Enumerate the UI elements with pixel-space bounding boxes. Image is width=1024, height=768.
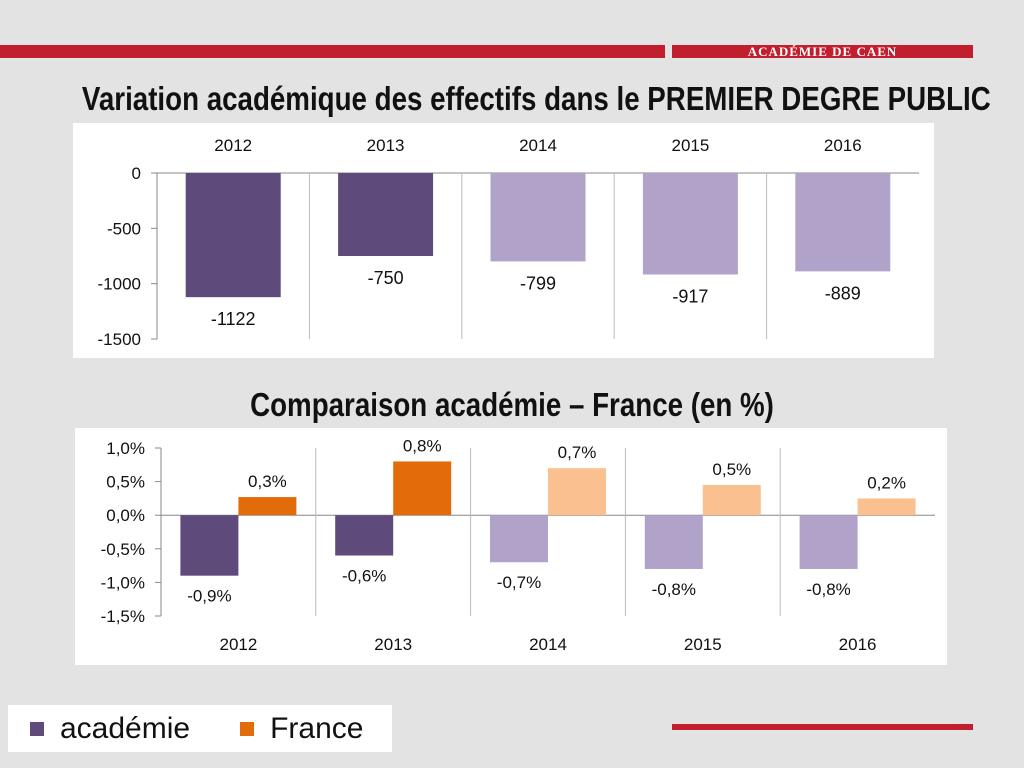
bar-academie xyxy=(490,515,548,563)
data-label: -799 xyxy=(520,273,556,293)
data-label-france: 0,3% xyxy=(248,472,287,491)
bar-france xyxy=(238,497,297,516)
y-tick-label: 0,0% xyxy=(106,506,145,525)
x-tick-label: 2015 xyxy=(671,136,709,155)
data-label-academie: -0,8% xyxy=(652,580,696,599)
chart-2-title: Comparaison académie – France (en %) xyxy=(250,386,774,423)
legend-item-academie: académie xyxy=(30,712,190,746)
data-label: -750 xyxy=(368,268,404,288)
legend-swatch-academie xyxy=(30,721,44,736)
y-tick-label: 0,5% xyxy=(106,473,145,492)
bar-academie xyxy=(180,515,239,576)
data-label-academie: -0,8% xyxy=(806,580,850,599)
bar xyxy=(795,173,891,272)
bar-academie xyxy=(799,515,858,569)
x-tick-label: 2016 xyxy=(824,136,862,155)
legend-label-academie: académie xyxy=(60,711,191,745)
data-label-academie: -0,6% xyxy=(342,567,386,586)
y-tick-label: 0 xyxy=(132,164,141,183)
x-tick-label: 2015 xyxy=(684,635,722,654)
bar-france xyxy=(702,484,761,516)
x-tick-label: 2013 xyxy=(367,136,405,155)
data-label-france: 0,5% xyxy=(712,460,751,479)
chart-1-svg: 0 -500 -1000 -1500 2012 -1122 2013 -750 2014 -799… xyxy=(98,136,919,349)
bar-france xyxy=(548,468,606,516)
bar-france xyxy=(857,498,916,516)
y-tick-label: -500 xyxy=(107,219,141,238)
legend-swatch-france xyxy=(240,721,255,736)
legend-label-france: France xyxy=(270,711,364,745)
y-tick-label: -1,5% xyxy=(101,607,145,626)
y-tick-label: -1,0% xyxy=(101,573,145,592)
x-tick-label: 2012 xyxy=(219,635,257,654)
bar-academie xyxy=(644,515,703,569)
header-bar-left xyxy=(0,45,665,58)
legend: académie France xyxy=(8,705,392,752)
x-tick-label: 2013 xyxy=(374,635,412,654)
data-label-academie: -0,9% xyxy=(187,587,231,606)
bar xyxy=(642,173,738,275)
y-tick-label: 1,0% xyxy=(106,439,145,458)
data-label-academie: -0,7% xyxy=(497,573,541,592)
x-tick-label: 2014 xyxy=(519,136,557,155)
bar-france xyxy=(393,461,452,516)
chart-2-svg: 1,0% 0,5% 0,0% -0,5% -1,0% -1,5% 2012 2013 2014 2… xyxy=(101,436,935,654)
brand-logo: ACADÉMIE DE CAEN xyxy=(747,44,898,59)
y-tick-label: -0,5% xyxy=(101,540,145,559)
x-tick-label: 2016 xyxy=(839,635,877,654)
y-tick-label: -1500 xyxy=(98,330,141,349)
data-label: -917 xyxy=(672,286,708,306)
data-label: -889 xyxy=(825,283,861,303)
chart-2-panel: 1,0% 0,5% 0,0% -0,5% -1,0% -1,5% 2012 2013 2014 2… xyxy=(75,428,947,665)
bar xyxy=(185,173,281,298)
chart-1-title: Variation académique des effectifs dans … xyxy=(81,80,991,117)
data-label: -1122 xyxy=(211,309,256,329)
bar xyxy=(338,173,434,256)
legend-item-france: France xyxy=(240,712,363,746)
x-tick-label: 2014 xyxy=(529,635,567,654)
chart-1-panel: 0 -500 -1000 -1500 2012 -1122 2013 -750 2014 -799… xyxy=(73,123,934,358)
data-label-france: 0,8% xyxy=(403,436,442,455)
footer-bar xyxy=(672,724,973,730)
data-label-france: 0,2% xyxy=(867,473,906,492)
bar-academie xyxy=(335,515,394,556)
x-tick-label: 2012 xyxy=(214,136,252,155)
bar xyxy=(490,173,586,262)
y-tick-label: -1000 xyxy=(98,275,141,294)
data-label-france: 0,7% xyxy=(558,443,597,462)
header-bar-right xyxy=(672,45,973,58)
